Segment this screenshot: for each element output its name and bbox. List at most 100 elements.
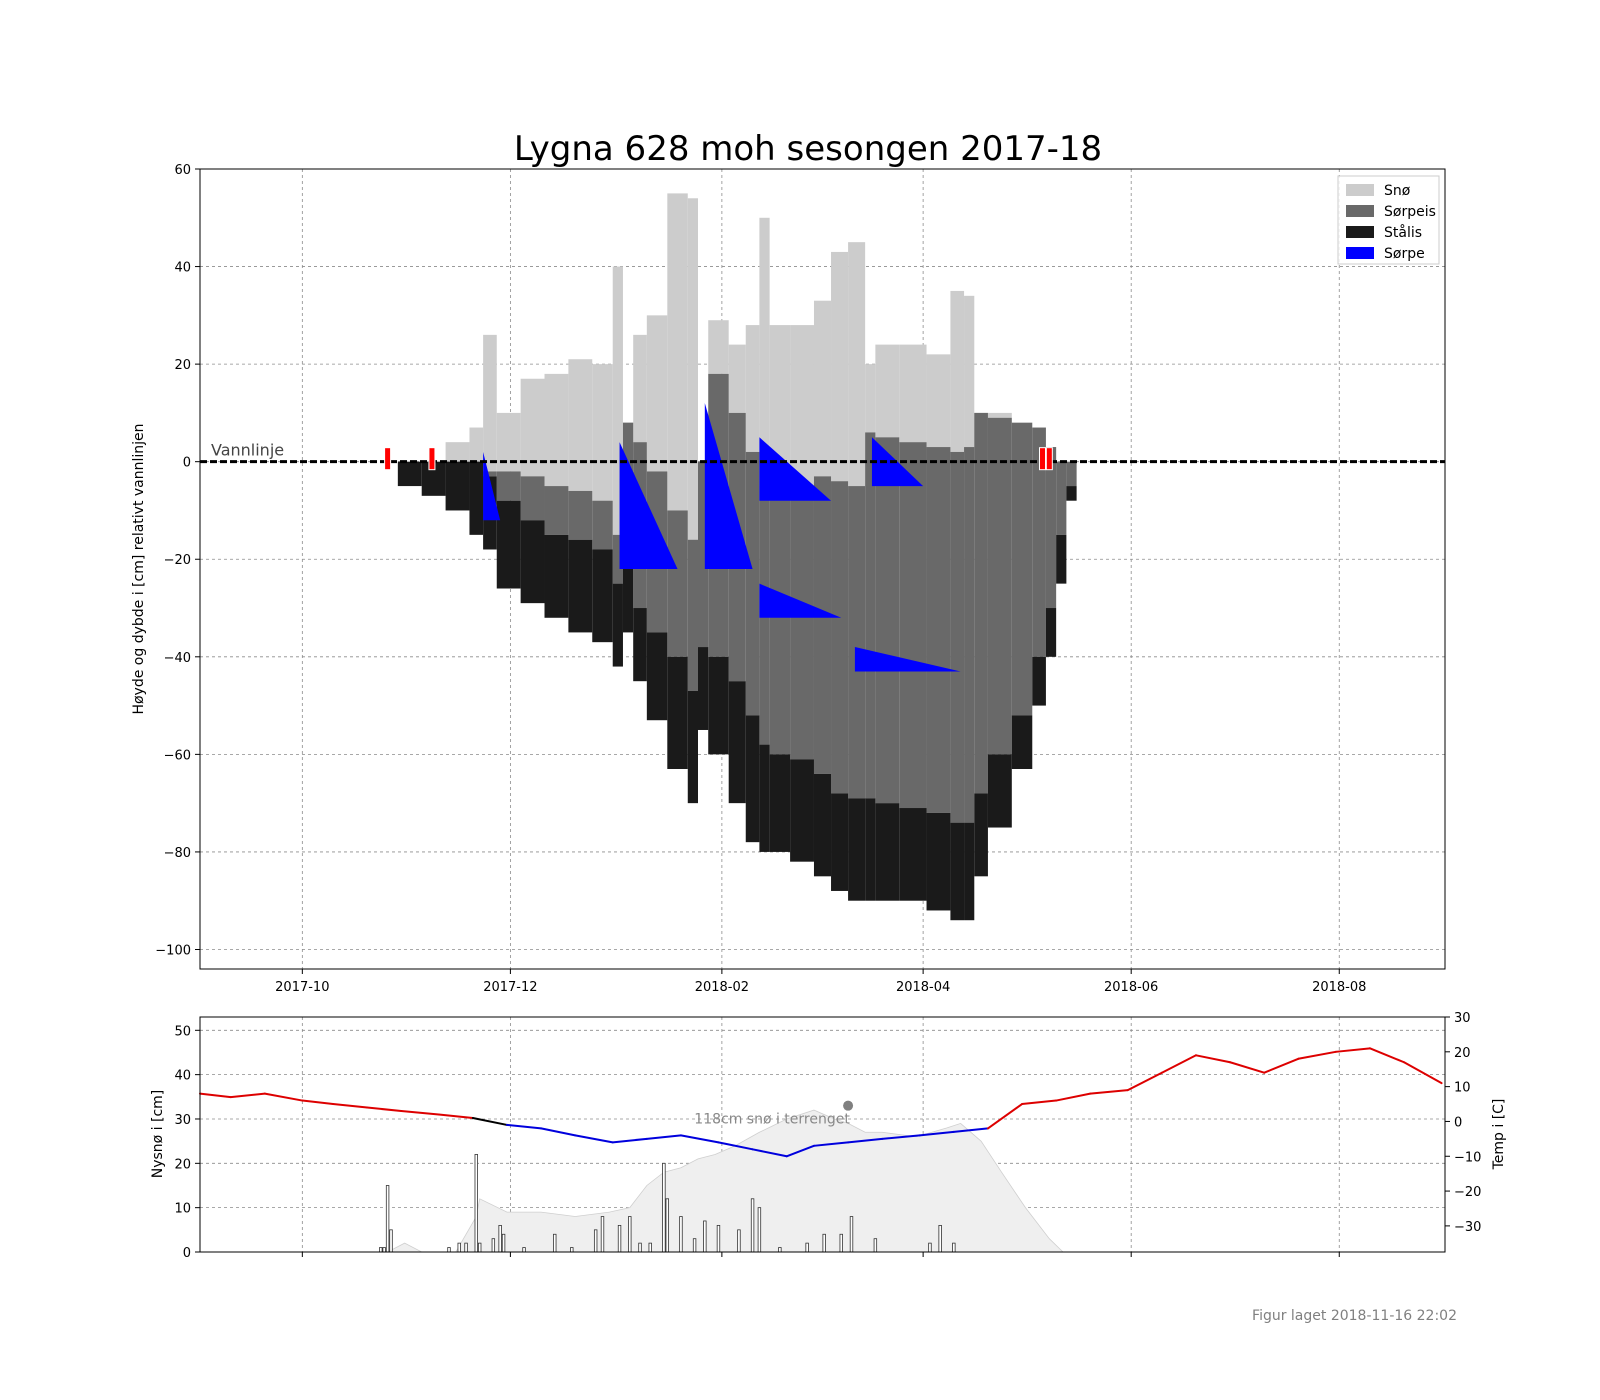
- bottom-panel: 118cm snø i terrenget 0 10 20 30 40 50 −30 −20…: [150, 1011, 1507, 1261]
- new-snow-bar: [464, 1242, 468, 1253]
- legend-swatch: [1346, 226, 1374, 238]
- snow-area-segment: [790, 325, 814, 487]
- sorpe-areas: [483, 403, 961, 672]
- staalis-area-segment: [698, 647, 709, 730]
- legend: Snø Sørpeis Stålis Sørpe: [1337, 175, 1440, 265]
- staalis-area-segment: [633, 608, 647, 682]
- snow-annotation: 118cm snø i terrenget: [694, 1100, 854, 1128]
- staalis-area-segment: [667, 656, 688, 769]
- bottom-y-ticks: 0 10 20 30 40 50: [174, 1024, 200, 1261]
- temperature-segment: [847, 1137, 884, 1144]
- snow-area-segment: [483, 334, 497, 472]
- sorpeis-area-segment: [592, 500, 613, 550]
- top-y-tick-label: −20: [164, 553, 191, 568]
- new-snow-bar: [638, 1242, 642, 1253]
- staalis-area-segment: [759, 744, 770, 852]
- new-snow-bar: [928, 1242, 932, 1253]
- sorpe-patch: [759, 437, 832, 501]
- sorpeis-area-segment: [687, 539, 698, 691]
- staalis-area-segment: [987, 754, 1012, 828]
- bottom-y2-axis-label: Temp i [C]: [1491, 1099, 1507, 1171]
- annotation-marker: [843, 1100, 854, 1111]
- bottom-y-tick-label: 40: [174, 1069, 191, 1084]
- legend-swatch: [1346, 184, 1374, 196]
- snow-area-segment: [592, 364, 613, 501]
- new-snow-bar: [600, 1216, 605, 1253]
- new-snow-bar: [382, 1247, 386, 1253]
- snow-area-segment: [469, 427, 484, 462]
- sorpe-patch: [619, 442, 678, 569]
- ice-event-marker: [384, 447, 392, 471]
- sorpe-patch: [759, 583, 842, 618]
- ice-event-marker: [428, 447, 436, 471]
- staalis-area-segment: [397, 461, 422, 487]
- temperature-segment: [952, 1127, 989, 1133]
- staalis-area-segment: [813, 773, 832, 877]
- staalis-area-segment: [421, 461, 446, 496]
- sorpeis-area-segment: [698, 461, 709, 648]
- new-snow-bar: [679, 1216, 683, 1253]
- ice-events: [384, 447, 1053, 471]
- sorpe-patch: [704, 403, 753, 569]
- sorpeis-area-segment: [813, 476, 832, 774]
- legend-label: Sørpeis: [1384, 204, 1436, 220]
- staalis-area-segment: [964, 822, 975, 921]
- new-snow-bar: [477, 1242, 482, 1253]
- sorpeis-area-segment: [1056, 461, 1067, 535]
- temperature-segment: [1334, 1047, 1371, 1053]
- bottom-y-tick-label: 20: [174, 1157, 191, 1172]
- figure-footer: Figur laget 2018-11-16 22:02: [1252, 1308, 1457, 1324]
- top-panel: Vannlinje 60 40 20 0 −20 −40 −60 −80 −100 2017-1…: [131, 163, 1446, 995]
- bottom-y-tick-label: 50: [174, 1024, 191, 1039]
- temperature-segment: [366, 1106, 403, 1112]
- temperature-segment: [881, 1134, 921, 1140]
- sorpeis-area-segment: [1011, 422, 1033, 716]
- snow-area-segment: [568, 359, 593, 491]
- annotation-label: 118cm snø i terrenget: [694, 1112, 850, 1128]
- temperature-segment: [400, 1110, 440, 1116]
- snow-area-segment: [667, 193, 688, 511]
- temperature-segment: [1021, 1099, 1058, 1106]
- staalis-area-segment: [728, 681, 746, 804]
- top-x-tick-label: 2018-02: [695, 980, 749, 995]
- bottom-y2-tick-label: 20: [1454, 1046, 1471, 1061]
- new-snow-bar: [648, 1242, 652, 1253]
- temperature-segment: [1126, 1071, 1163, 1092]
- snow-area-segment: [875, 344, 900, 438]
- bottom-y2-tick-label: −10: [1454, 1150, 1481, 1165]
- snow-area-segment: [687, 198, 698, 540]
- temperature-segment: [645, 1134, 682, 1140]
- top-y-tick-label: 0: [183, 456, 191, 471]
- snow-area-segment: [769, 325, 791, 487]
- legend-label: Sørpe: [1384, 246, 1425, 262]
- sorpeis-area-segment: [769, 486, 791, 755]
- top-y-tick-label: 20: [174, 358, 191, 373]
- snow-area-segment: [728, 344, 746, 413]
- temperature-segment: [751, 1148, 788, 1158]
- sorpeis-area-segment: [568, 490, 593, 540]
- staalis-area-segment: [1066, 486, 1077, 501]
- sorpeis-area-segment: [667, 510, 688, 657]
- sorpeis-area-segment: [1045, 447, 1057, 609]
- top-areas: [397, 193, 1077, 921]
- new-snow-bar: [389, 1229, 393, 1253]
- waterline-label: Vannlinje: [211, 441, 284, 460]
- new-snow-bar: [385, 1185, 390, 1253]
- temperature-segment: [540, 1127, 577, 1137]
- ice-event-marker: [1039, 447, 1047, 471]
- new-snow-bar: [778, 1247, 782, 1253]
- new-snow-bar: [447, 1247, 451, 1253]
- snow-area-segment: [950, 290, 965, 452]
- staalis-area-segment: [1011, 715, 1033, 769]
- bottom-y2-tick-label: −20: [1454, 1185, 1481, 1200]
- staalis-area-segment: [926, 812, 951, 911]
- staalis-area-segment: [568, 539, 593, 633]
- temperature-segment: [1229, 1061, 1266, 1074]
- sorpeis-area-segment: [950, 451, 965, 823]
- top-y-tick-label: 60: [174, 163, 191, 178]
- new-snow-bar: [873, 1238, 878, 1253]
- temperature-segment: [1403, 1061, 1443, 1085]
- snow-area-segment: [496, 412, 521, 472]
- bottom-y-tick-label: 0: [183, 1246, 191, 1261]
- temperature-segment: [1089, 1089, 1129, 1095]
